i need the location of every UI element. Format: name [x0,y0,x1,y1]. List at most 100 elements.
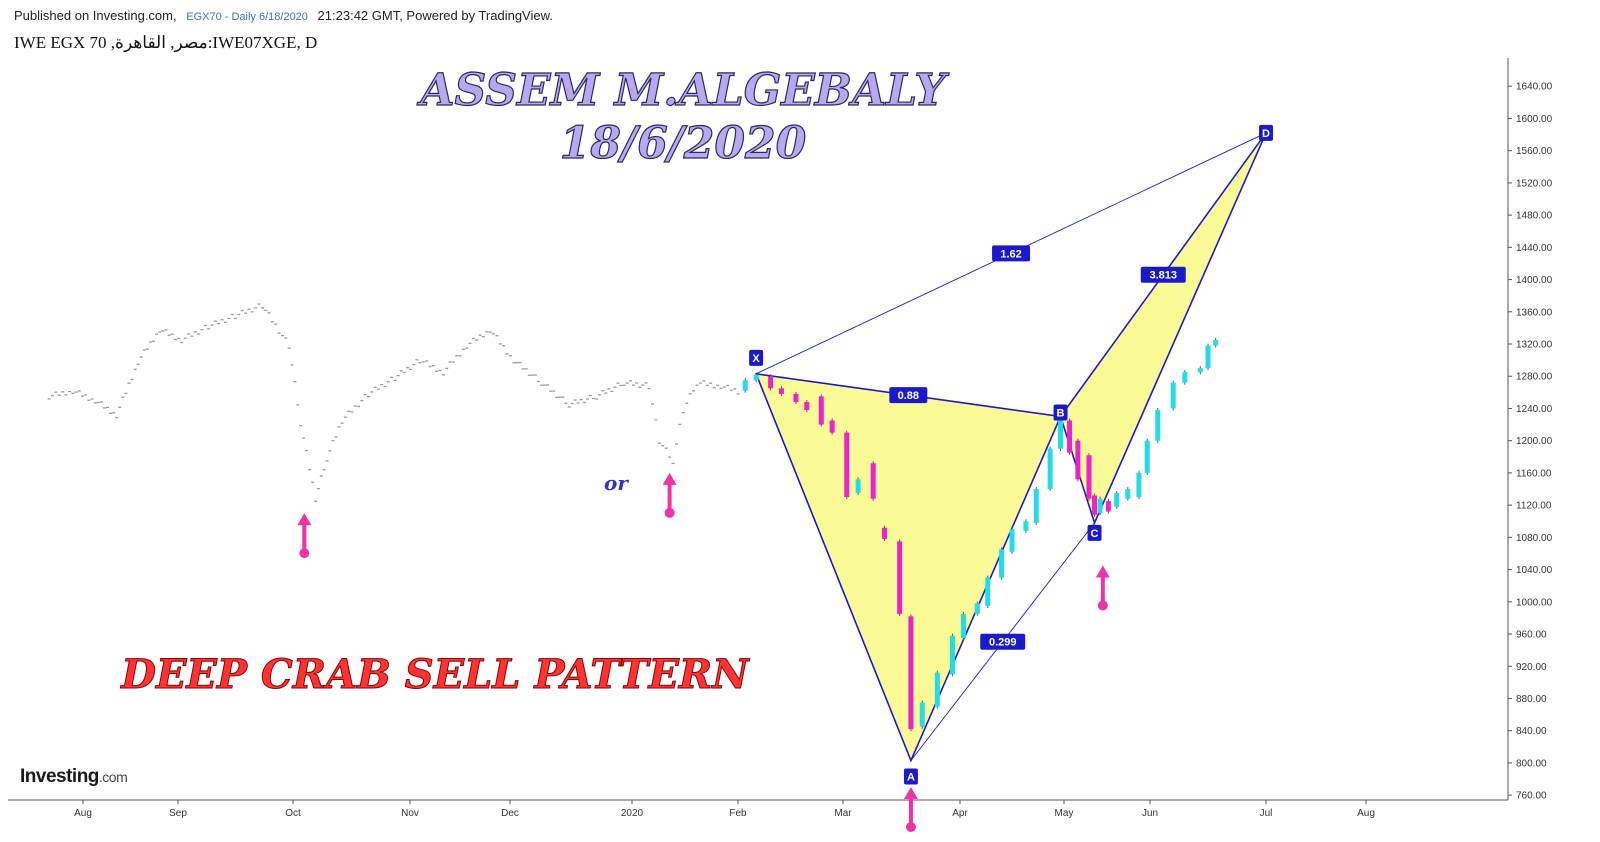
x-tick-label: Aug [74,808,92,819]
point-label-d: D [1262,128,1270,140]
arrow-dot [299,548,310,559]
or-text: or [604,471,629,495]
candle-bull [1125,489,1131,499]
candle-bull [742,380,748,391]
candle-bull [1033,489,1039,523]
candle-bear [1075,440,1081,480]
ratio-label: 0.299 [989,637,1017,649]
y-tick-label: 1200.00 [1516,436,1553,447]
y-tick-label: 1120.00 [1516,501,1552,512]
candle-bull [1170,382,1176,409]
candle-bull [1213,339,1219,346]
author-title: ASSEM M.ALGEBALY [416,65,949,116]
x-tick-label: 2020 [621,808,644,819]
arrow-head [662,472,677,485]
point-badge [903,768,918,785]
point-label-c: C [1091,528,1099,540]
candle-bear [768,376,774,389]
point-badge [1053,404,1068,421]
candle-bull [1097,498,1103,514]
x-tick-label: Sep [169,808,187,819]
history-series [47,303,740,502]
investing-logo: Investing.com [20,766,128,788]
ratio-label: 0.88 [898,390,919,402]
y-tick-label: 1400.00 [1516,275,1553,286]
x-tick-label: Oct [285,808,301,819]
candle-bull [985,577,991,606]
arrow-head [297,513,312,526]
x-tick-label: Feb [729,808,747,819]
candle-bear [882,527,888,539]
ratio-badge [992,245,1031,262]
pattern-title: DEEP CRAB SELL PATTERN [120,651,750,698]
y-tick-label: 1160.00 [1516,468,1552,479]
point-label-a: A [907,772,915,784]
y-tick-label: 960.00 [1516,630,1547,641]
y-tick-label: 1280.00 [1516,372,1553,383]
y-tick-label: 760.00 [1516,791,1547,802]
logo-domain: .com [98,769,128,785]
y-tick-label: 800.00 [1516,758,1547,769]
arrow-head [903,787,918,800]
point-badge [1259,124,1273,141]
candle-bear [897,541,903,614]
candle-bull [1144,440,1150,473]
y-tick-label: 1080.00 [1516,533,1553,544]
ratio-label: 3.813 [1150,270,1178,282]
candle-bull [1047,448,1053,490]
y-tick-label: 1480.00 [1516,211,1553,222]
candle-bull [1197,368,1203,373]
y-tick-label: 1560.00 [1516,146,1553,157]
axes: 760.00 800.00 840.00 880.00 920.00 960.00 1000… [8,58,1553,819]
logo-brand: Investing [20,766,99,787]
published-text: Published on Investing.com, [14,8,177,23]
ratio-badge [980,633,1026,650]
y-tick-label: 1600.00 [1516,114,1553,125]
point-label-x: X [752,353,760,365]
x-tick-label: Aug [1357,808,1375,819]
y-tick-label: 1360.00 [1516,307,1553,318]
candle-bear [818,396,824,425]
candle-bull [934,672,940,707]
point-label-b: B [1057,408,1065,420]
symbol-info: EGX70 - Daily 6/18/2020 [186,11,308,23]
y-tick-label: 1640.00 [1516,82,1553,93]
candle-bear [844,432,850,498]
candle-bull [1155,410,1161,441]
x-tick-label: Dec [501,808,519,819]
candle-bull [960,613,966,639]
candle-bear [804,402,810,411]
arrow-dot [664,507,675,518]
point-badge [1087,524,1102,541]
candle-bull [1114,493,1120,507]
point-badge [749,349,764,366]
watermark-text: ASSEM M.ALGEBALY 18/6/2020 DEEP CRAB SEL… [120,64,950,698]
x-tick-label: May [1055,808,1074,819]
candle-bull [1205,345,1211,369]
y-tick-label: 1320.00 [1516,340,1553,351]
candle-bear [870,463,876,499]
arrow-annotations [297,472,1110,833]
x-tick-label: Jul [1260,808,1273,819]
x-tick-label: Mar [834,808,852,819]
arrow-dot [905,822,916,833]
candle-bear [778,388,784,394]
candle-bull [1182,372,1188,383]
candle-bull [1136,472,1142,498]
harmonic-pattern [754,132,1267,763]
x-tick-label: Apr [952,808,968,819]
y-tick-label: 920.00 [1516,662,1547,673]
candle-bear [829,420,835,433]
arrow-dot [1097,600,1108,611]
candle-bull [855,479,861,494]
candle-bear [1105,501,1111,512]
y-tick-label: 1520.00 [1516,178,1553,189]
candlestick-series [742,337,1219,732]
y-tick-label: 1000.00 [1516,597,1553,608]
pattern-labels: 0.88 1.62 0.299 3.813 X A B C D [749,124,1273,785]
y-tick-label: 1440.00 [1516,243,1553,254]
x-tick-label: Nov [401,808,419,819]
publish-time: 21:23:42 GMT, Powered by TradingView. [317,8,553,23]
candle-bull [974,603,980,614]
